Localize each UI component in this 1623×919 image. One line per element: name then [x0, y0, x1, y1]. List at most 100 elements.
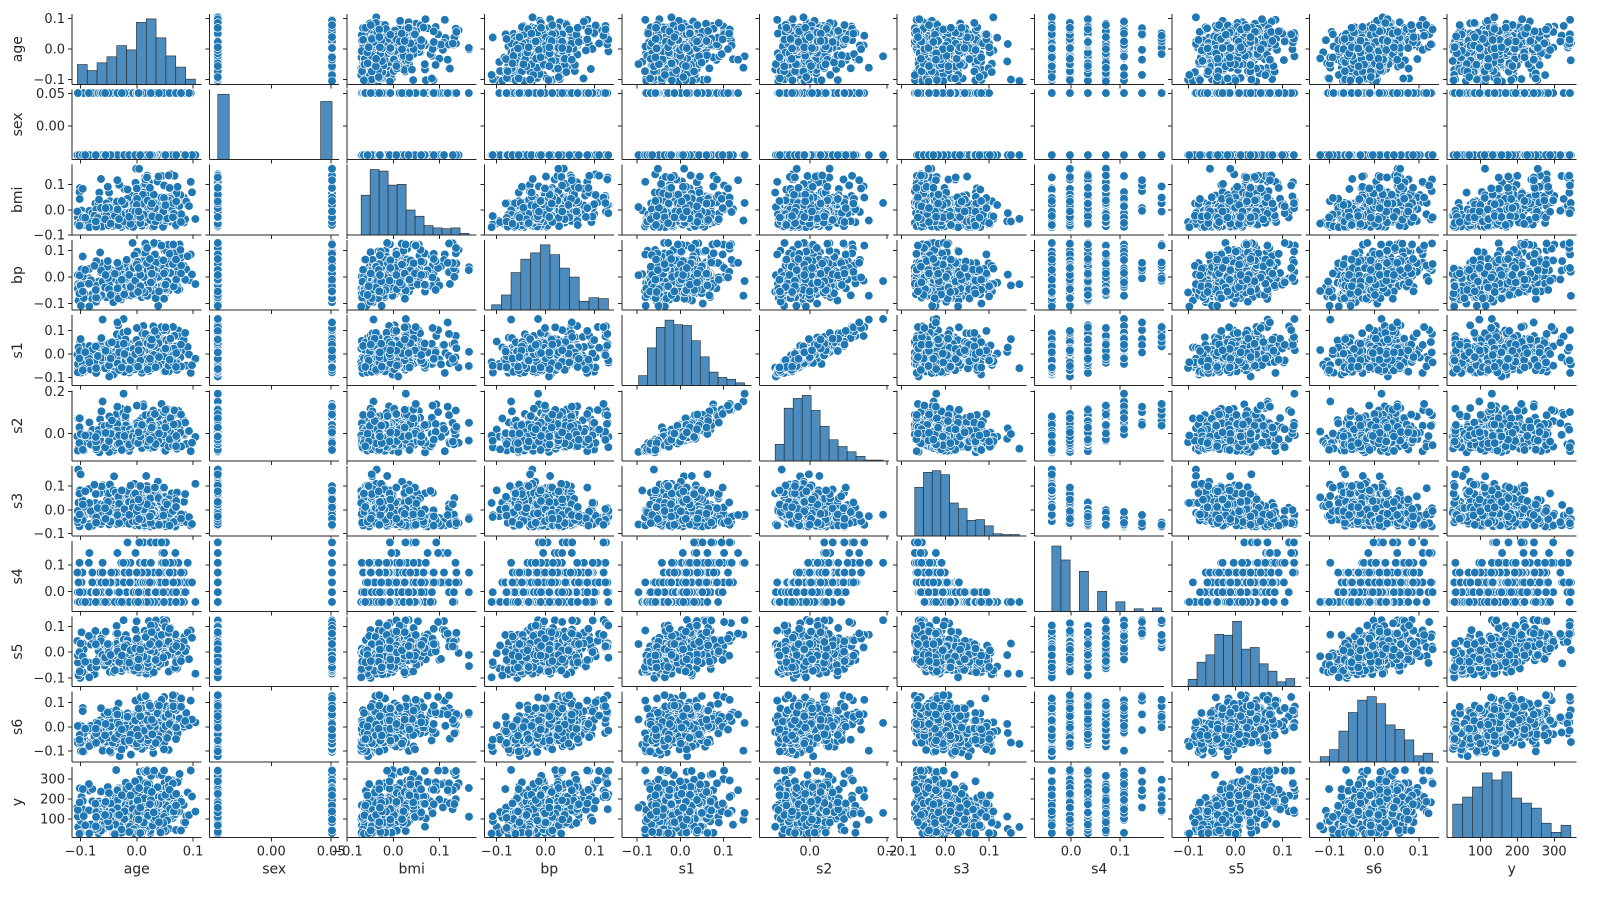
- scatter-point: [421, 15, 430, 24]
- scatter-point: [328, 33, 337, 42]
- scatter-point: [405, 53, 414, 62]
- scatter-point: [514, 44, 523, 53]
- scatter-point: [408, 65, 417, 74]
- scatter-point: [443, 55, 452, 64]
- scatter-point: [441, 15, 450, 24]
- hist-bar-age-5: [127, 50, 137, 84]
- scatter-point: [372, 55, 381, 64]
- scatter-point: [360, 76, 369, 85]
- scatter-point: [579, 74, 588, 83]
- scatter-point: [214, 24, 223, 33]
- scatter-point: [515, 33, 524, 42]
- scatter-point: [554, 73, 563, 82]
- scatter-point: [634, 60, 643, 69]
- scatter-point: [367, 21, 376, 30]
- scatter-point: [526, 75, 535, 84]
- scatter-point: [595, 39, 604, 48]
- scatter-point: [328, 53, 337, 62]
- scatter-point: [531, 37, 540, 46]
- hist-bar-age-2: [97, 63, 107, 85]
- scatter-point: [376, 43, 385, 52]
- scatter-point: [544, 76, 553, 85]
- scatter-point: [573, 24, 582, 33]
- scatter-point: [545, 62, 554, 71]
- scatter-point: [431, 61, 440, 70]
- scatter-point: [409, 76, 418, 85]
- hist-bar-age-11: [186, 79, 196, 84]
- hist-bar-age-10: [176, 67, 186, 84]
- scatter-point: [545, 43, 554, 52]
- panel-age-bp: [487, 13, 612, 86]
- panel-age-sex: [214, 13, 337, 86]
- scatter-point: [429, 27, 438, 36]
- scatter-point: [739, 63, 748, 72]
- scatter-point: [584, 27, 593, 36]
- scatter-point: [591, 21, 600, 30]
- scatter-point: [214, 73, 223, 82]
- scatter-point: [528, 13, 537, 22]
- scatter-point: [398, 45, 407, 54]
- scatter-point: [514, 74, 523, 83]
- hist-bar-age-0: [77, 65, 87, 85]
- scatter-point: [587, 65, 596, 74]
- scatter-point: [641, 15, 650, 24]
- scatter-point: [214, 43, 223, 52]
- panel-age-s1: [634, 13, 749, 86]
- scatter-point: [562, 68, 571, 77]
- scatter-point: [583, 35, 592, 44]
- hist-bar-age-9: [166, 56, 176, 84]
- hist-bar-age-6: [136, 22, 146, 84]
- scatter-point: [328, 21, 337, 30]
- scatter-point: [536, 53, 545, 62]
- scatter-point: [449, 39, 458, 48]
- scatter-point: [392, 62, 401, 71]
- scatter-point: [386, 30, 395, 39]
- y-tick-label-age: 0.0: [44, 43, 65, 58]
- scatter-point: [417, 36, 426, 45]
- panel-age-age: [77, 19, 195, 84]
- scatter-point: [508, 59, 517, 68]
- hist-bar-age-3: [107, 57, 117, 85]
- scatter-point: [502, 35, 511, 44]
- scatter-point: [386, 44, 395, 53]
- hist-bar-age-7: [146, 19, 156, 84]
- hist-bar-age-4: [117, 46, 127, 85]
- scatter-point: [488, 33, 497, 42]
- scatter-point: [565, 25, 574, 34]
- scatter-point: [421, 60, 430, 69]
- scatter-point: [601, 25, 610, 34]
- scatter-point: [558, 44, 567, 53]
- scatter-point: [554, 64, 563, 73]
- scatter-point: [519, 60, 528, 69]
- scatter-point: [328, 44, 337, 53]
- scatter-point: [568, 55, 577, 64]
- scatter-point: [452, 28, 461, 37]
- scatter-point: [548, 21, 557, 30]
- y-tick-label-age: 0.1: [44, 12, 65, 27]
- panel-age-bmi: [357, 13, 473, 86]
- scatter-point: [363, 59, 372, 68]
- scatter-point: [214, 62, 223, 71]
- hist-bar-age-1: [87, 71, 97, 85]
- scatter-point: [375, 33, 384, 42]
- scatter-point: [428, 74, 437, 83]
- y-tick-label-age: −0.1: [33, 73, 65, 88]
- scatter-point: [527, 29, 536, 38]
- scatter-point: [537, 24, 546, 33]
- scatter-point: [368, 35, 377, 44]
- scatter-point: [430, 38, 439, 47]
- scatter-point: [575, 38, 584, 47]
- scatter-point: [364, 43, 373, 52]
- scatter-point: [465, 44, 474, 53]
- scatter-point: [396, 17, 405, 26]
- scatter-point: [487, 71, 496, 80]
- scatter-point: [582, 46, 591, 55]
- scatter-point: [524, 43, 533, 52]
- hist-bar-age-8: [156, 38, 166, 84]
- scatter-point: [446, 64, 455, 73]
- scatter-point: [404, 24, 413, 33]
- scatter-point: [503, 67, 512, 76]
- scatter-point: [400, 37, 409, 46]
